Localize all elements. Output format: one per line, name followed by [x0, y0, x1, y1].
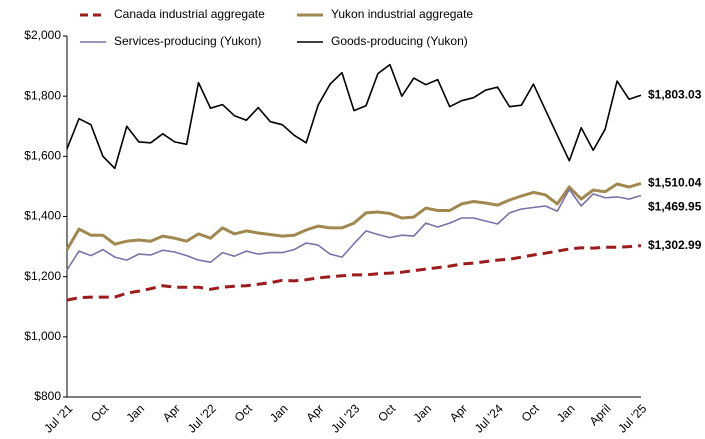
x-tick-label: Apr [447, 401, 470, 424]
x-tick-label: Oct [375, 401, 399, 425]
y-tick-label: $1,600 [24, 149, 61, 163]
x-tick-label: Apr [160, 401, 183, 424]
legend-label: Goods-producing (Yukon) [331, 34, 468, 48]
x-tick-label: Oct [88, 401, 112, 425]
series-line [66, 188, 642, 271]
legend-label: Yukon industrial aggregate [331, 7, 473, 21]
legend-label: Canada industrial aggregate [114, 7, 265, 21]
end-value-label: $1,302.99 [648, 238, 702, 252]
series-line [65, 181, 642, 251]
x-tick-label: Apr [303, 401, 326, 424]
y-tick-label: $1,200 [24, 269, 61, 283]
x-tick-label: Jul '24 [472, 401, 506, 435]
x-tick-label: Jul '22 [185, 401, 219, 435]
x-tick-label: Jan [554, 401, 578, 425]
x-tick-label: Jul '25 [615, 401, 649, 435]
x-tick-label: Jan [411, 401, 435, 425]
y-tick-label: $1,800 [24, 88, 61, 102]
x-tick-label: Oct [232, 401, 256, 425]
x-tick-label: Jan [124, 401, 148, 425]
end-value-label: $1,803.03 [648, 87, 702, 101]
y-tick-label: $2,000 [24, 28, 61, 42]
x-tick-label: Jul '23 [328, 401, 362, 435]
x-tick-label: April [587, 401, 614, 428]
x-tick-label: Oct [519, 401, 543, 425]
x-tick-label: Jul '21 [41, 401, 75, 435]
series-line [66, 63, 642, 170]
end-value-label: $1,469.95 [648, 200, 702, 214]
series-line [66, 244, 642, 302]
y-tick-label: $1,000 [24, 329, 61, 343]
x-tick-label: Jan [267, 401, 291, 425]
legend-label: Services-producing (Yukon) [114, 34, 261, 48]
y-tick-label: $1,400 [24, 209, 61, 223]
end-value-label: $1,510.04 [648, 176, 702, 190]
y-tick-label: $800 [34, 389, 61, 403]
